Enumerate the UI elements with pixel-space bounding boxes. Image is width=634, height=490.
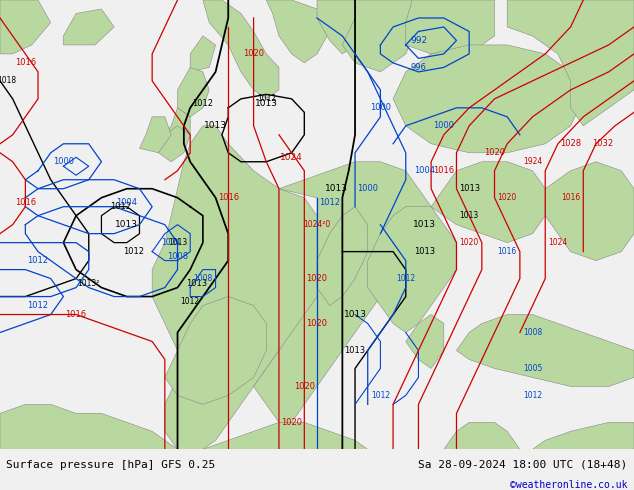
Text: 1013: 1013 <box>460 211 479 220</box>
Text: 1000: 1000 <box>357 184 378 193</box>
Polygon shape <box>63 9 114 45</box>
Polygon shape <box>190 36 216 72</box>
Text: 1000: 1000 <box>53 157 74 166</box>
Text: 1013: 1013 <box>344 310 366 319</box>
Text: 1032: 1032 <box>592 139 613 148</box>
Polygon shape <box>152 126 342 449</box>
Text: 1012: 1012 <box>27 256 49 265</box>
Text: 1020: 1020 <box>306 274 328 283</box>
Polygon shape <box>342 0 418 72</box>
Text: 1024: 1024 <box>548 238 567 247</box>
Polygon shape <box>165 296 266 404</box>
Polygon shape <box>178 68 209 117</box>
Text: 1012: 1012 <box>122 247 144 256</box>
Text: 1013: 1013 <box>115 220 138 229</box>
Polygon shape <box>368 207 456 333</box>
Text: 1020: 1020 <box>243 49 264 58</box>
Text: 1013: 1013 <box>204 122 227 130</box>
Polygon shape <box>545 162 634 261</box>
Polygon shape <box>266 0 330 63</box>
Text: ©weatheronline.co.uk: ©weatheronline.co.uk <box>510 480 628 490</box>
Text: 1012: 1012 <box>523 391 542 400</box>
Text: 1024: 1024 <box>280 153 303 162</box>
Text: 1012: 1012 <box>319 197 340 207</box>
Text: Sa 28-09-2024 18:00 UTC (18+48): Sa 28-09-2024 18:00 UTC (18+48) <box>418 460 628 470</box>
Text: 992: 992 <box>410 36 427 45</box>
Polygon shape <box>0 404 178 449</box>
Text: 1016: 1016 <box>217 193 239 202</box>
Polygon shape <box>165 108 190 144</box>
Text: 1008: 1008 <box>193 274 212 283</box>
Text: 1016: 1016 <box>433 166 455 175</box>
Text: 1008: 1008 <box>523 328 542 337</box>
Text: 1016: 1016 <box>498 247 517 256</box>
Polygon shape <box>431 162 545 243</box>
Text: 1013: 1013 <box>325 184 347 193</box>
Text: 1013²: 1013² <box>77 279 100 288</box>
Text: 1012: 1012 <box>181 296 200 306</box>
Text: 1016: 1016 <box>561 193 580 202</box>
Text: 996: 996 <box>410 63 427 72</box>
Polygon shape <box>456 315 634 387</box>
Text: 1005: 1005 <box>523 364 542 373</box>
Polygon shape <box>368 422 520 449</box>
Text: 1018: 1018 <box>0 76 16 85</box>
Text: 1020: 1020 <box>460 238 479 247</box>
Text: 1000: 1000 <box>433 122 455 130</box>
Polygon shape <box>406 0 495 54</box>
Text: 1013: 1013 <box>414 247 436 256</box>
Text: 1012: 1012 <box>192 99 214 108</box>
Polygon shape <box>158 126 190 162</box>
Polygon shape <box>139 117 171 153</box>
Text: 1008: 1008 <box>167 252 188 261</box>
Text: 1013: 1013 <box>255 99 278 108</box>
Text: 1013: 1013 <box>344 346 366 355</box>
Text: 1020: 1020 <box>306 319 328 328</box>
Text: 1012: 1012 <box>27 301 49 310</box>
Polygon shape <box>507 0 634 126</box>
Text: 1016: 1016 <box>15 197 36 207</box>
Text: 1924: 1924 <box>523 157 542 166</box>
Text: 1012: 1012 <box>110 202 131 211</box>
Text: 1016: 1016 <box>15 58 36 68</box>
Text: 1013: 1013 <box>413 220 436 229</box>
Text: 1000: 1000 <box>370 103 391 112</box>
Polygon shape <box>254 162 431 422</box>
Polygon shape <box>178 422 368 449</box>
Polygon shape <box>317 207 368 306</box>
Polygon shape <box>0 0 51 54</box>
Text: 1004: 1004 <box>414 166 436 175</box>
Text: 1012: 1012 <box>396 274 415 283</box>
Text: 1004: 1004 <box>162 238 181 247</box>
Text: 1020: 1020 <box>281 418 302 427</box>
Text: 1012: 1012 <box>257 95 276 103</box>
Text: 1013: 1013 <box>168 238 187 247</box>
Text: 1013: 1013 <box>458 184 480 193</box>
Text: 1020: 1020 <box>484 148 505 157</box>
Polygon shape <box>317 0 368 54</box>
Text: 1020: 1020 <box>498 193 517 202</box>
Polygon shape <box>406 315 444 368</box>
Text: 1020: 1020 <box>294 382 315 391</box>
Polygon shape <box>203 0 279 99</box>
Text: 1016: 1016 <box>65 310 87 319</box>
Polygon shape <box>393 45 583 153</box>
Text: 1013: 1013 <box>186 279 207 288</box>
Text: Surface pressure [hPa] GFS 0.25: Surface pressure [hPa] GFS 0.25 <box>6 460 216 470</box>
Polygon shape <box>520 422 634 449</box>
Text: 1004: 1004 <box>116 197 138 207</box>
Text: 1012: 1012 <box>371 391 390 400</box>
Text: 1028: 1028 <box>560 139 581 148</box>
Text: 1024²0: 1024²0 <box>304 220 330 229</box>
